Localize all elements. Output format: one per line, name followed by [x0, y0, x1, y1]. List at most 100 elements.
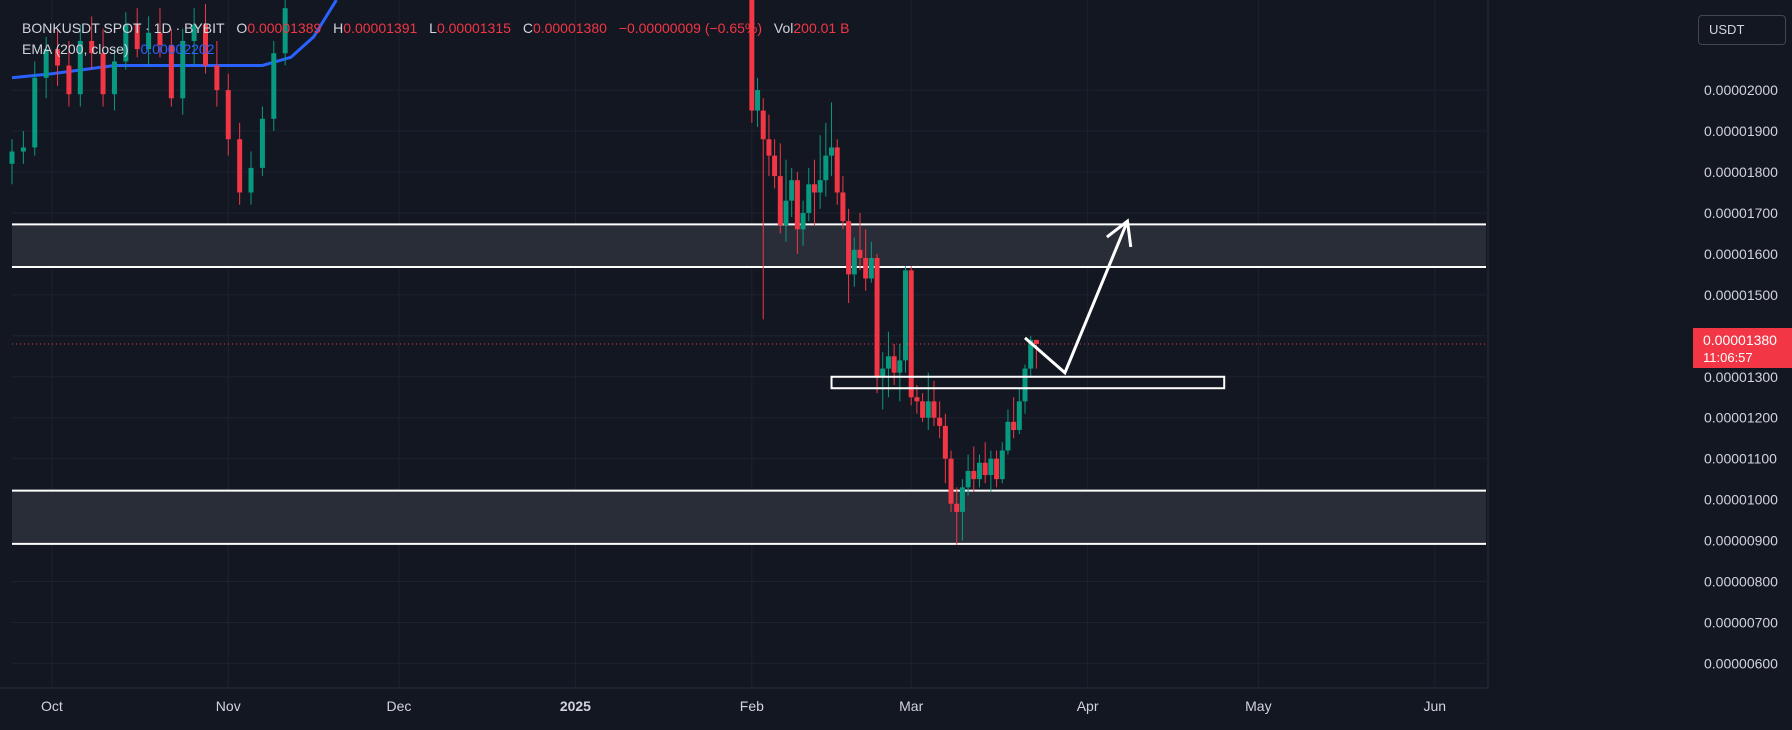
candle-up — [880, 352, 886, 410]
candle-body — [800, 212, 806, 230]
time-tick-label: 2025 — [560, 698, 591, 714]
candle-body — [942, 425, 948, 459]
candle-body — [823, 155, 829, 181]
candle-body — [908, 270, 914, 398]
price-tick-label: 0.00001600 — [1704, 246, 1778, 262]
candle-body — [817, 180, 823, 193]
candle-down — [134, 8, 140, 58]
candle-body — [1033, 339, 1039, 344]
high-value: 0.00001391 — [343, 20, 418, 36]
candle-down — [937, 401, 943, 439]
candle-up — [248, 151, 254, 205]
candle-body — [55, 49, 61, 66]
candle-up — [1005, 409, 1011, 455]
last-price-tag: 0.00001380 11:06:57 — [1693, 328, 1792, 368]
candle-body — [868, 258, 874, 279]
time-axis-bg — [0, 688, 1792, 725]
candle-body — [863, 258, 869, 279]
open-value: 0.00001389 — [247, 20, 322, 36]
candle-up — [755, 77, 761, 127]
price-tick-label: 0.00001800 — [1704, 164, 1778, 180]
price-tick-label: 0.00000600 — [1704, 655, 1778, 671]
candle-body — [1016, 401, 1022, 430]
candle-down — [846, 208, 852, 304]
candle-body — [976, 462, 982, 480]
price-tick-label: 0.00000700 — [1704, 614, 1778, 630]
candle-body — [760, 110, 766, 140]
candle-body — [202, 24, 208, 66]
candle-down — [749, 0, 755, 123]
price-tick-label: 0.00001500 — [1704, 287, 1778, 303]
candle-body — [880, 368, 886, 377]
candle-up — [851, 237, 857, 287]
candle-up — [965, 454, 971, 496]
candle-body — [874, 258, 880, 377]
candle-body — [965, 470, 971, 488]
candle-body — [123, 24, 129, 62]
candle-down — [834, 139, 840, 205]
candle-down — [982, 442, 988, 484]
candle-up — [903, 266, 909, 373]
candle-up — [111, 49, 117, 111]
candles — [9, 0, 1039, 545]
candle-body — [772, 155, 778, 177]
candle-body — [994, 458, 1000, 480]
candle-up — [9, 139, 15, 185]
close-value: 0.00001380 — [532, 20, 607, 36]
candle-down — [840, 176, 846, 230]
candle-up — [191, 8, 197, 66]
price-axis[interactable]: 0.00002000 0.00001900 0.00001800 0.00001700… — [1487, 0, 1792, 725]
candle-body — [237, 139, 243, 193]
candle-body — [925, 401, 931, 418]
candle-up — [783, 159, 789, 242]
candle-body — [829, 147, 835, 156]
candle-body — [789, 180, 795, 201]
candle-body — [214, 65, 220, 91]
time-tick-label: Oct — [41, 698, 63, 714]
candle-up — [282, 0, 288, 66]
candle-up — [976, 454, 982, 488]
candle-body — [43, 49, 49, 78]
candle-down — [157, 8, 163, 58]
candle-down — [908, 266, 914, 406]
candle-up — [43, 36, 49, 99]
price-tick-label: 0.00000900 — [1704, 533, 1778, 549]
time-tick-label: Nov — [216, 698, 241, 714]
candle-body — [811, 184, 817, 193]
candle-body — [988, 458, 994, 476]
currency-button[interactable]: USDT — [1698, 15, 1786, 45]
time-tick-label: Apr — [1077, 698, 1099, 714]
candle-down — [168, 28, 174, 107]
candle-up — [925, 372, 931, 430]
candle-down — [55, 28, 61, 86]
ema-label[interactable]: EMA (200, close) — [22, 41, 129, 57]
zone-fill — [12, 490, 1486, 544]
candle-down — [794, 172, 800, 254]
time-axis[interactable]: Oct Nov Dec 2025 Feb Mar Apr May Jun — [0, 687, 1792, 725]
price-tick-label: 0.00001900 — [1704, 123, 1778, 139]
candle-up — [20, 131, 26, 164]
candle-up — [999, 442, 1005, 484]
arrow-head — [1105, 218, 1133, 248]
time-tick-label: Feb — [740, 698, 764, 714]
candle-down — [954, 487, 960, 545]
candle-body — [168, 45, 174, 99]
ema-value: 0.00002202 — [140, 41, 215, 57]
candle-down — [237, 122, 243, 205]
candle-body — [282, 8, 288, 54]
candle-down — [811, 159, 817, 226]
volume-label: Vol — [773, 20, 794, 36]
candle-body — [914, 397, 920, 402]
symbol-label[interactable]: BONKUSDT SPOT · 1D · BYBIT — [22, 20, 225, 36]
candle-body — [851, 249, 857, 275]
candle-body — [897, 360, 903, 373]
projection-arrow — [1024, 220, 1129, 376]
candle-body — [971, 470, 977, 480]
price-tick-label: 0.00001300 — [1704, 369, 1778, 385]
candle-up — [988, 450, 994, 492]
candle-body — [755, 90, 761, 111]
close-label: C — [522, 20, 533, 36]
drawings[interactable] — [12, 218, 1792, 390]
